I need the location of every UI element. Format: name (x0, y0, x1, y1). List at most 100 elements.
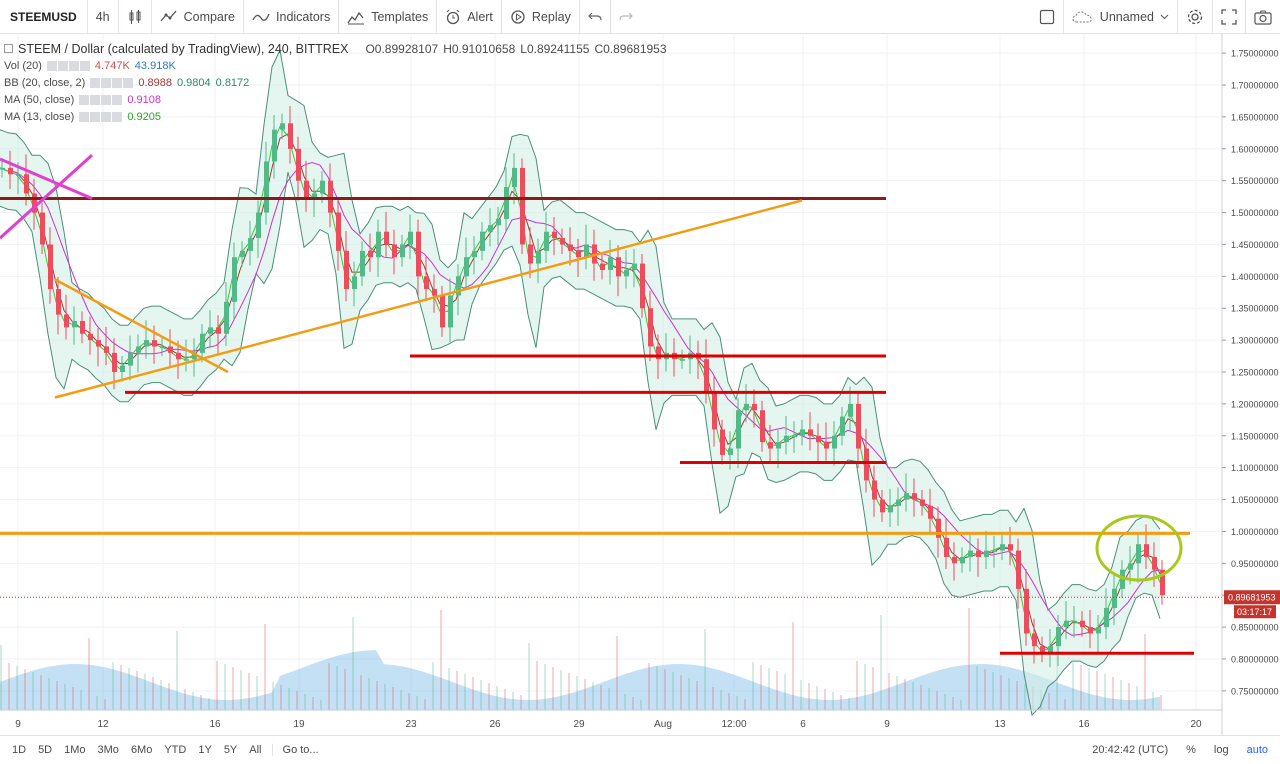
indicator-buttons[interactable] (46, 60, 90, 71)
indicator-buttons[interactable] (79, 111, 123, 122)
redo-button[interactable] (611, 0, 641, 33)
volume-bar (608, 688, 610, 710)
templates-button[interactable]: Templates (339, 0, 438, 33)
candle-body (1144, 544, 1149, 557)
volume-bar (40, 675, 42, 710)
indicators-button[interactable]: Indicators (244, 0, 340, 33)
candle-body (448, 295, 453, 328)
layout-menu[interactable]: Unnamed (1064, 0, 1178, 33)
candle-body (1056, 627, 1061, 647)
legend-title-row: STEEM / Dollar (calculated by TradingVie… (4, 40, 667, 57)
time-tick-label: 20 (1190, 719, 1202, 730)
candle-body (1032, 633, 1037, 647)
volume-bar (576, 676, 578, 710)
collapse-icon[interactable] (4, 44, 13, 53)
alert-button[interactable]: Alert (437, 0, 502, 33)
volume-bar (512, 692, 514, 710)
bottom-toolbar: 1D 5D 1Mo 3Mo 6Mo YTD 1Y 5Y All Go to...… (0, 735, 1280, 764)
auto-toggle[interactable]: auto (1246, 744, 1268, 756)
volume-bar (56, 681, 58, 710)
toolbar-spacer (641, 0, 1031, 33)
candle-body (992, 550, 997, 553)
settings-button[interactable] (1178, 0, 1213, 33)
volume-bar (200, 695, 202, 710)
volume-bar (112, 662, 114, 710)
volume-bar (992, 672, 994, 710)
volume-bar (848, 698, 850, 710)
range-1y[interactable]: 1Y (198, 744, 212, 756)
candle-body (528, 244, 533, 264)
candle-body (224, 301, 229, 334)
volume-bar (816, 686, 818, 710)
volume-bar (920, 685, 922, 710)
undo-button[interactable] (580, 0, 611, 33)
square-icon (1039, 9, 1054, 24)
ma13-label: MA (13, close) (4, 110, 75, 123)
log-toggle[interactable]: log (1213, 744, 1229, 756)
replay-button[interactable]: Replay (502, 0, 580, 33)
range-5y[interactable]: 5Y (223, 744, 238, 756)
volume-bar (808, 683, 810, 710)
candle-body (856, 403, 861, 449)
volume-bar (568, 673, 570, 710)
utc-clock[interactable]: 20:42:42 (UTC) (1092, 744, 1169, 756)
candle-body (128, 352, 133, 366)
indicator-buttons[interactable] (79, 94, 123, 105)
countdown-badge (1234, 605, 1276, 619)
candle-body (824, 442, 829, 449)
volume-bar (1064, 699, 1066, 710)
candles-style-button[interactable] (119, 0, 152, 33)
range-1d[interactable]: 1D (12, 744, 27, 756)
candle-body (936, 518, 941, 538)
compare-button[interactable]: Compare (152, 0, 245, 33)
interval-button[interactable]: 4h (88, 0, 119, 33)
range-all[interactable]: All (243, 744, 273, 756)
candle-body (1048, 646, 1053, 653)
range-5d[interactable]: 5D (38, 744, 53, 756)
range-ytd[interactable]: YTD (164, 744, 187, 756)
candlestick-icon (129, 9, 141, 24)
candle-body (1080, 620, 1085, 628)
percent-toggle[interactable]: % (1186, 744, 1196, 756)
volume-bar (1128, 683, 1130, 710)
volume-bar (272, 682, 274, 710)
symbol-search[interactable]: STEEMUSD (0, 0, 88, 33)
range-1mo[interactable]: 1Mo (64, 744, 86, 756)
volume-bar (776, 671, 778, 710)
volume-bar (1016, 681, 1018, 710)
indicator-buttons[interactable] (90, 77, 134, 88)
vol-label: Vol (20) (4, 59, 42, 72)
candle-body (240, 250, 245, 258)
candle-body (312, 193, 317, 200)
candle-body (760, 410, 765, 443)
candle-body (1000, 544, 1005, 551)
candle-body (1064, 620, 1069, 628)
volume-bar (1144, 634, 1146, 710)
candle-body (544, 231, 549, 251)
candle-body (752, 403, 757, 411)
price-chart[interactable]: 1.75000000 1.70000000 1.65000000 1.60000000… (0, 34, 1280, 735)
candle-body (952, 556, 957, 564)
volume-bar (944, 694, 946, 710)
snapshot-button[interactable] (1246, 0, 1280, 33)
candle-body (152, 340, 157, 347)
volume-bar (256, 676, 258, 710)
volume-bar (864, 664, 866, 710)
range-3mo[interactable]: 3Mo (97, 744, 119, 756)
time-tick-label: 12 (97, 719, 109, 730)
fullscreen-button[interactable] (1213, 0, 1246, 33)
range-6mo[interactable]: 6Mo (130, 744, 153, 756)
indicators-icon (252, 13, 270, 21)
candle-body (200, 333, 205, 353)
camera-icon (1254, 10, 1272, 25)
goto-button[interactable]: Go to... (282, 744, 319, 756)
fullscreen-toggle[interactable] (1031, 0, 1064, 33)
candle-body (176, 352, 181, 360)
candle-body (464, 257, 469, 277)
volume-bar (624, 694, 626, 710)
candle-body (16, 174, 21, 176)
volume-bar (856, 661, 858, 710)
ma50-line (0, 161, 1161, 636)
candle-body (1104, 607, 1109, 628)
volume-bar (1136, 686, 1138, 710)
